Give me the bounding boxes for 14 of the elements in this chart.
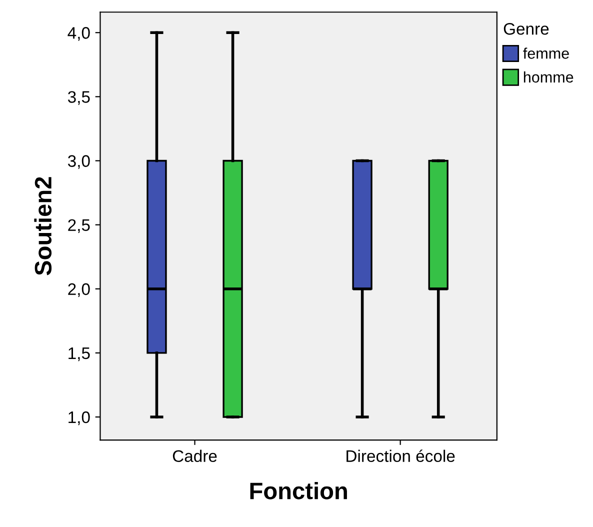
- y-axis-title: Soutien2: [34, 177, 52, 276]
- x-tick-label: Direction école: [346, 450, 455, 462]
- y-tick-label: 1,5: [68, 347, 90, 362]
- y-tick-label: 3,0: [68, 155, 90, 169]
- x-axis-title: Fonction: [250, 482, 347, 500]
- legend-label: homme: [524, 71, 574, 83]
- y-tick-label: 2,5: [68, 219, 90, 233]
- y-tick-label: 4,0: [68, 27, 90, 41]
- y-tick-label: 2,0: [68, 283, 90, 298]
- legend-title: Genre: [504, 22, 549, 35]
- y-tick-label: 1,0: [68, 411, 90, 426]
- legend-label: femme: [523, 48, 569, 59]
- x-tick-label: Cadre: [172, 450, 217, 462]
- y-tick-label: 3,5: [68, 91, 90, 105]
